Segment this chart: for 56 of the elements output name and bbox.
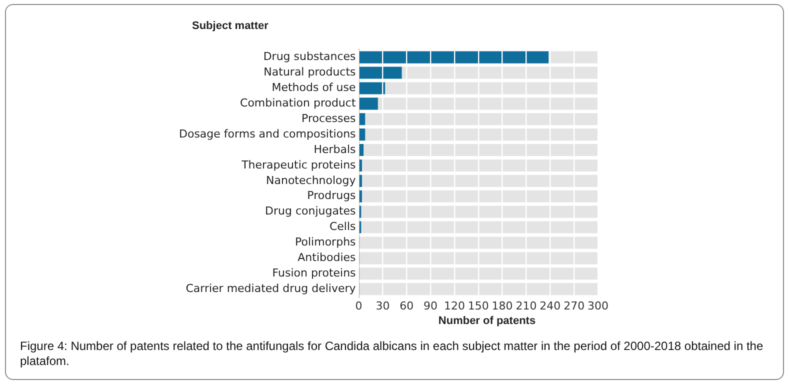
bar bbox=[359, 66, 402, 79]
x-tick-label: 30 bbox=[376, 299, 390, 312]
bar bbox=[359, 98, 378, 110]
bar bbox=[360, 252, 598, 264]
x-tick-label: 120 bbox=[444, 299, 465, 312]
x-tick-label: 240 bbox=[540, 299, 561, 312]
x-tick-label: 210 bbox=[516, 299, 537, 312]
bar bbox=[362, 174, 598, 187]
y-tick-label: Antibodies bbox=[298, 251, 356, 264]
bar bbox=[360, 283, 598, 296]
x-tick-label: 180 bbox=[492, 299, 513, 312]
bar bbox=[362, 159, 598, 172]
y-tick-label: Drug substances bbox=[263, 50, 356, 64]
y-tick-label: Combination product bbox=[240, 96, 356, 110]
y-tick-label: Dosage forms and compositions bbox=[179, 127, 356, 140]
bar bbox=[359, 51, 549, 64]
y-tick-label: Drug conjugates bbox=[265, 204, 356, 218]
y-tick-label: Methods of use bbox=[272, 81, 356, 94]
bar bbox=[359, 128, 366, 141]
y-tick-label: Cells bbox=[329, 220, 356, 234]
x-tick-label: 0 bbox=[355, 299, 362, 312]
bar bbox=[548, 51, 598, 64]
caption: Figure 4: Number of patents related to the antifungals for Candida albicans in each subject matter in the period of 2000-2018 obtained in the platafom. bbox=[20, 339, 764, 369]
x-tick-label: 90 bbox=[424, 299, 438, 312]
y-tick-label: Therapeutic proteins bbox=[240, 158, 356, 172]
x-tick-label: 300 bbox=[588, 299, 608, 312]
x-tick-label: 60 bbox=[400, 299, 414, 312]
bar bbox=[365, 128, 598, 141]
bar bbox=[359, 82, 386, 94]
bar bbox=[360, 236, 598, 249]
y-tick-label: Nanotechnology bbox=[266, 174, 356, 187]
y-tick-label: Prodrugs bbox=[307, 189, 356, 202]
y-tick-label: Herbals bbox=[314, 142, 356, 156]
y-tick-label: Carrier mediated drug delivery bbox=[186, 282, 356, 295]
y-tick-label: Polimorphs bbox=[295, 236, 356, 249]
bar bbox=[362, 190, 598, 202]
bar bbox=[364, 144, 598, 156]
bar bbox=[361, 221, 598, 234]
bar bbox=[360, 268, 598, 280]
y-axis-title: Subject matter bbox=[192, 20, 268, 32]
bar bbox=[359, 190, 362, 202]
y-tick-label: Fusion proteins bbox=[272, 266, 356, 280]
x-tick-label: 270 bbox=[564, 299, 585, 312]
bar bbox=[359, 174, 362, 187]
bar bbox=[361, 206, 598, 218]
bar bbox=[385, 82, 598, 94]
y-tick-label: Processes bbox=[302, 112, 356, 125]
bar bbox=[365, 113, 598, 126]
y-tick-label: Natural products bbox=[264, 66, 356, 79]
bar bbox=[359, 113, 366, 126]
bar bbox=[359, 159, 362, 172]
bar bbox=[402, 66, 598, 79]
bar bbox=[378, 98, 598, 110]
bar bbox=[359, 144, 364, 156]
x-axis-title: Number of patents bbox=[437, 315, 537, 327]
x-tick-label: 150 bbox=[468, 299, 489, 312]
